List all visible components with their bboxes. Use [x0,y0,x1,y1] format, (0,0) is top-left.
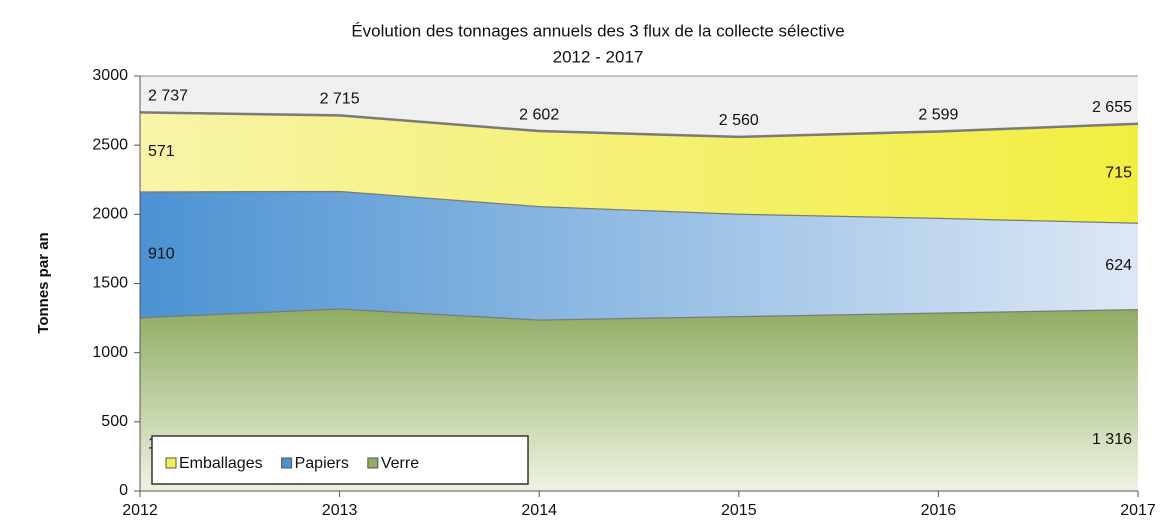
y-tick-label: 0 [119,482,128,499]
total-label: 2 655 [1092,99,1132,116]
chart-title: Évolution des tonnages annuels des 3 flu… [351,21,844,40]
legend-label: Verre [381,455,419,472]
y-tick-label: 1500 [92,275,128,292]
value-label: 910 [148,246,175,263]
y-tick-label: 1000 [92,344,128,361]
legend-label: Papiers [295,455,349,472]
area-fill [140,112,1138,223]
chart-subtitle: 2012 - 2017 [553,47,644,66]
total-label: 2 737 [148,88,188,105]
y-axis-label: Tonnes par an [35,232,52,333]
legend-label: Emballages [179,455,263,472]
y-tick-label: 3000 [92,67,128,84]
legend-swatch [367,457,379,469]
y-tick-label: 2000 [92,206,128,223]
legend: Emballages Papiers Verre [151,435,529,485]
total-label: 2 599 [918,107,958,124]
x-tick-label: 2013 [322,502,358,519]
x-tick-label: 2016 [921,502,957,519]
legend-swatch [165,457,177,469]
y-tick-label: 2500 [92,136,128,153]
x-tick-label: 2014 [521,502,557,519]
area-fill [140,190,1138,320]
value-label: 571 [148,143,175,160]
legend-box [151,435,529,485]
y-tick-label: 500 [101,413,128,430]
total-label: 2 560 [719,112,759,129]
value-label: 715 [1105,164,1132,181]
total-label: 2 602 [519,106,559,123]
legend-swatch [281,457,293,469]
x-tick-label: 2015 [721,502,757,519]
area-edge [139,111,1139,139]
total-label: 2 715 [320,91,360,108]
value-label: 1 316 [1092,431,1132,448]
x-tick-label: 2012 [122,502,158,519]
value-label: 624 [1105,257,1132,274]
x-tick-label: 2017 [1120,502,1156,519]
